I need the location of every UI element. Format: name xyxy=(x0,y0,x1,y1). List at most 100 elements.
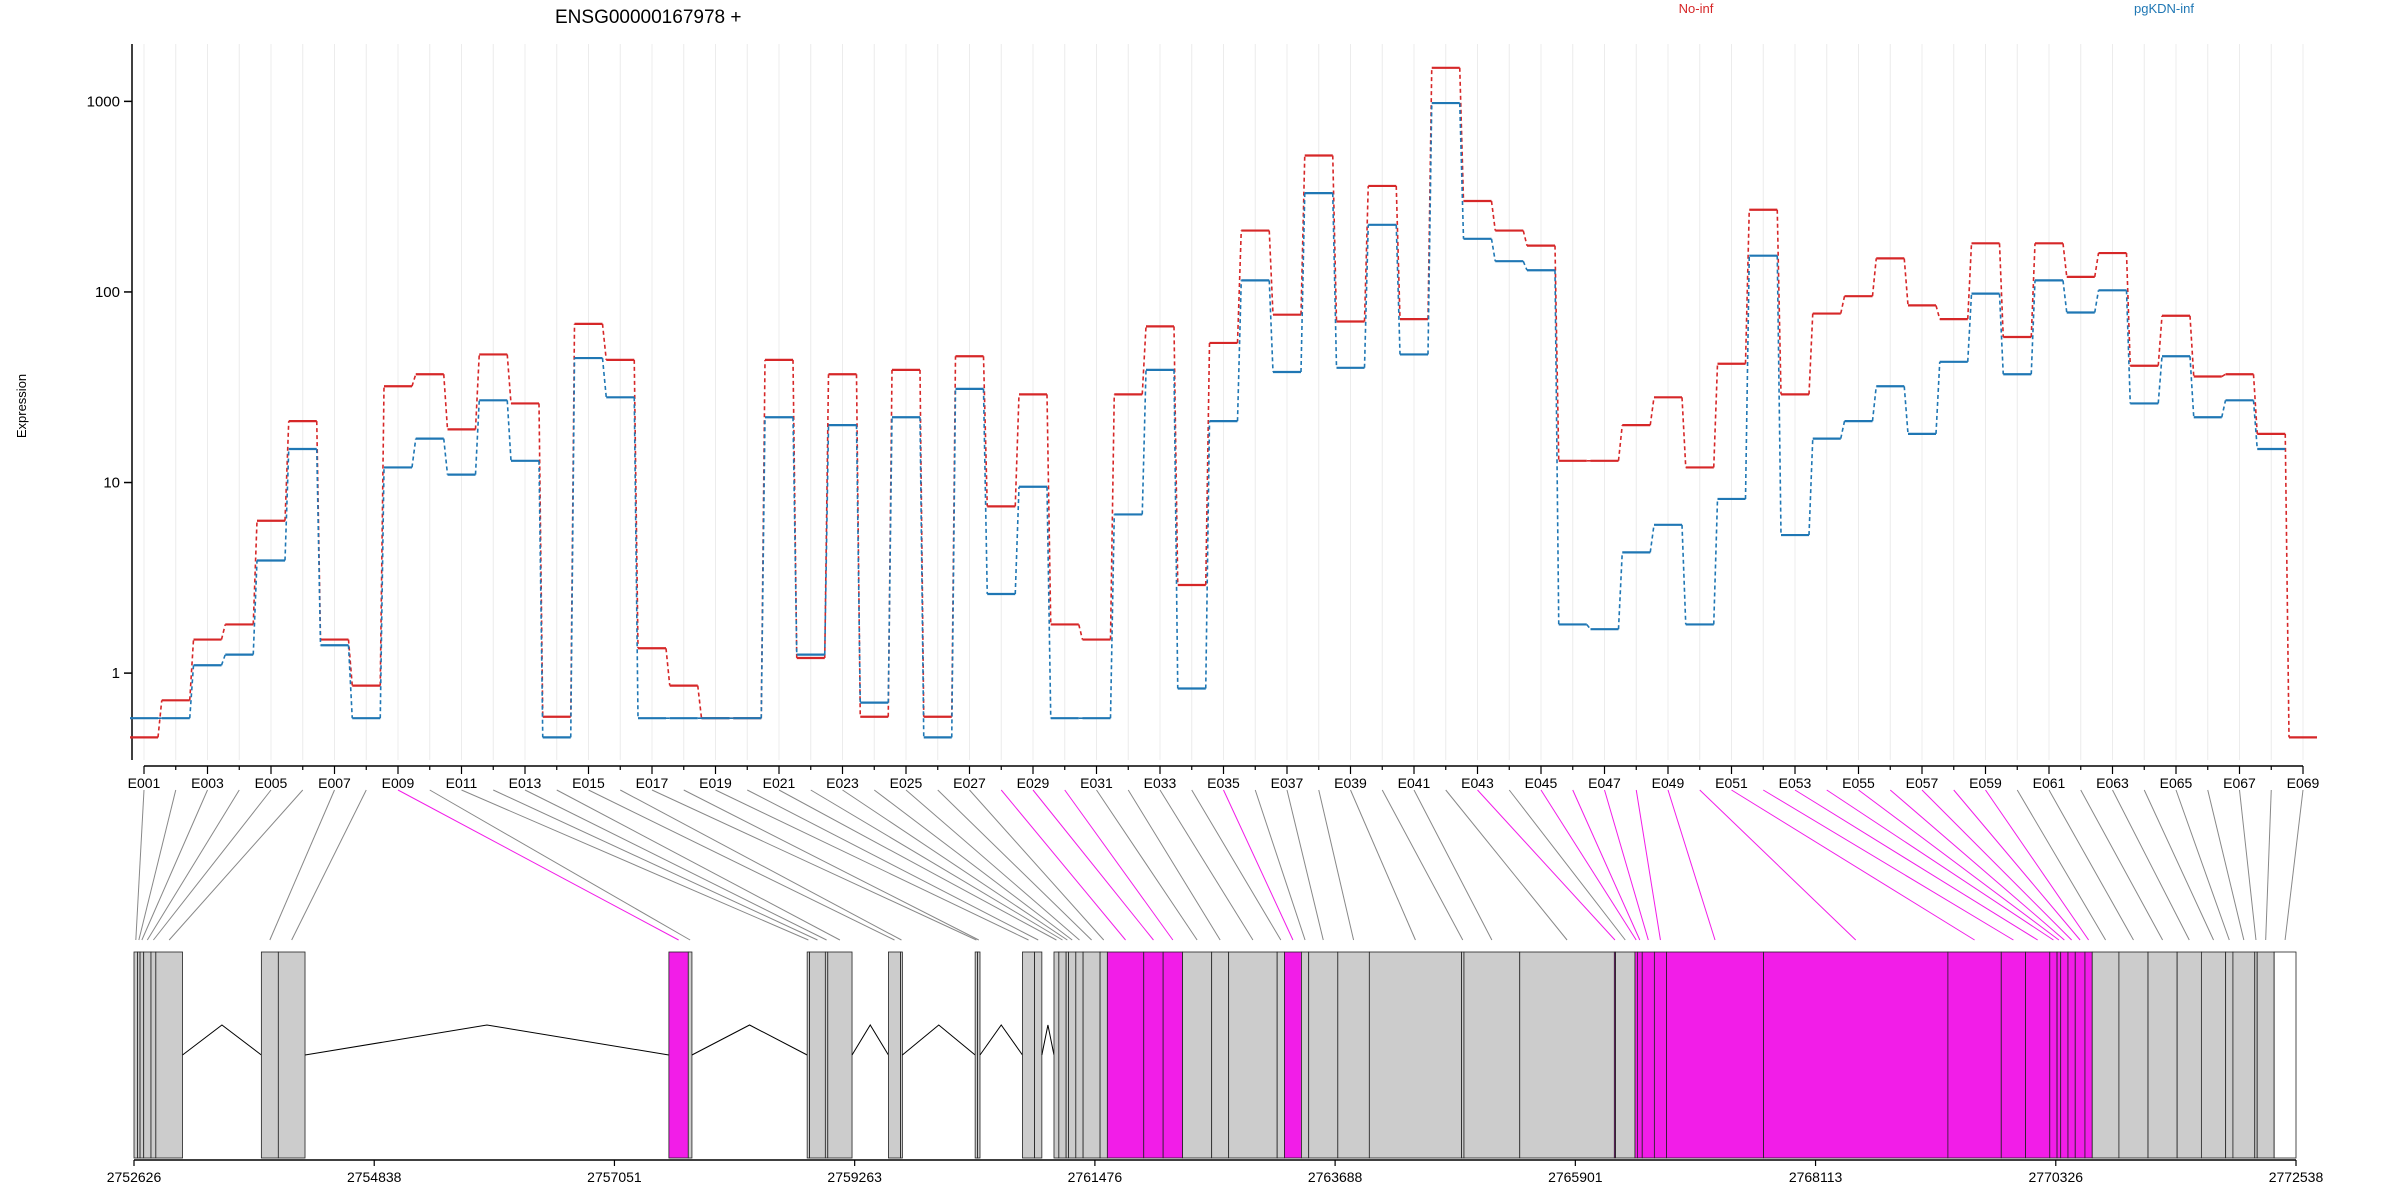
exon-connector xyxy=(2175,789,2230,941)
exon-block xyxy=(1337,951,1370,1159)
series-connector xyxy=(220,654,227,666)
series-connector xyxy=(252,520,258,625)
exon-block xyxy=(2025,951,2051,1159)
exon-block xyxy=(277,951,306,1159)
exon-block xyxy=(260,951,279,1159)
exon-block xyxy=(2067,951,2076,1159)
genomic-axis: 2752626 2754838 2757051 2759263 2761476 27636… xyxy=(107,1159,2323,1185)
expression-lines xyxy=(130,66,2317,739)
exon-block xyxy=(155,951,183,1159)
exon-connector xyxy=(1858,789,2060,941)
series-connector xyxy=(1109,394,1116,640)
exon-block xyxy=(1519,951,1615,1159)
exon-connector xyxy=(620,789,902,941)
x-tick-label: E049 xyxy=(1652,775,1685,791)
x-tick-label: E033 xyxy=(1144,775,1177,791)
x-tick-label: E029 xyxy=(1017,775,1050,791)
exon-block xyxy=(2200,951,2227,1159)
exon-block xyxy=(977,951,981,1159)
series-connector xyxy=(1014,394,1020,507)
x-tick-label: E055 xyxy=(1842,775,1875,791)
series-connector xyxy=(1268,280,1274,373)
exon-connector xyxy=(135,789,145,941)
x-tick-label: E015 xyxy=(572,775,605,791)
series-connector xyxy=(1966,293,1973,362)
exon-connector xyxy=(1794,789,2038,941)
series-connector xyxy=(188,639,195,701)
legend-entry-pgkdn-inf: pgKDN-inf xyxy=(2134,1,2194,16)
exon-block xyxy=(1308,951,1339,1159)
x-tick-label: E003 xyxy=(191,775,224,791)
exon-connector xyxy=(747,789,1039,941)
series-connector xyxy=(2030,243,2036,338)
x-tick-label: E069 xyxy=(2287,775,2320,791)
exon-block xyxy=(150,951,157,1159)
exon-connector xyxy=(810,789,1063,941)
exon-connector xyxy=(269,789,335,941)
exon-connector xyxy=(1159,789,1254,941)
series-connector xyxy=(2093,290,2100,313)
series-connector xyxy=(1490,238,1497,262)
series-connector xyxy=(1077,624,1084,640)
series-connector xyxy=(2220,400,2227,418)
exon-connector xyxy=(429,789,691,941)
x-tick-label: E017 xyxy=(636,775,669,791)
series-connector xyxy=(2125,253,2132,366)
exon-connector xyxy=(842,789,1068,941)
series-connector xyxy=(1300,193,1306,373)
exon-block xyxy=(1058,951,1067,1159)
exon-block xyxy=(2056,951,2062,1159)
series-connector xyxy=(1903,386,1909,434)
intron-line xyxy=(304,1024,669,1056)
exon-connector xyxy=(1953,789,2081,941)
exon-connector xyxy=(1889,789,2065,941)
series-connector xyxy=(2189,315,2195,377)
exon-connector xyxy=(397,789,679,941)
exon-connector xyxy=(1572,789,1641,941)
exon-block xyxy=(1211,951,1230,1159)
series-connector xyxy=(760,417,766,719)
exon-block xyxy=(2273,951,2297,1159)
series-connector xyxy=(1363,185,1370,322)
chart-title: ENSG00000167978 + xyxy=(555,7,741,28)
x-tick-label: E011 xyxy=(446,775,478,791)
exon-block xyxy=(2000,951,2026,1159)
series-connector xyxy=(1204,342,1211,585)
exon-block xyxy=(2074,951,2086,1159)
exon-connector xyxy=(1000,789,1126,941)
exon-block xyxy=(668,951,689,1159)
exon-block xyxy=(1068,951,1077,1159)
series-connector xyxy=(1935,305,1941,320)
series-connector xyxy=(823,374,830,659)
exon-connector xyxy=(291,789,367,941)
exon-connector xyxy=(1762,789,2014,941)
series-connector xyxy=(1236,230,1243,343)
exon-block xyxy=(1228,951,1278,1159)
series-connector xyxy=(601,357,608,398)
x-tick-label: E045 xyxy=(1525,775,1558,791)
x-tick-label: E063 xyxy=(2096,775,2129,791)
exon-connector xyxy=(2265,789,2272,941)
exon-block xyxy=(1641,951,1655,1159)
exon-connector xyxy=(1604,789,1649,941)
series-connector xyxy=(2252,400,2259,450)
series-connector xyxy=(1458,103,1465,239)
exon-connector xyxy=(1286,789,1324,941)
x-tick-label: E039 xyxy=(1334,775,1367,791)
series-connector xyxy=(1268,230,1274,315)
gene-model xyxy=(133,951,2297,1159)
exon-connector xyxy=(524,789,827,941)
series-connector xyxy=(1808,438,1814,536)
x-tick-label: E065 xyxy=(2160,775,2193,791)
series-connector xyxy=(2221,373,2226,378)
exon-connector xyxy=(2048,789,2134,941)
series-connector xyxy=(1808,313,1814,395)
series-connector xyxy=(1998,293,2005,375)
series-connector xyxy=(1649,397,1655,426)
series-connector xyxy=(284,448,290,561)
y-tick-label: 1 xyxy=(112,665,120,682)
x-tick-label: E051 xyxy=(1715,775,1748,791)
intron-line xyxy=(1041,1024,1055,1056)
series-connector xyxy=(1046,486,1052,719)
